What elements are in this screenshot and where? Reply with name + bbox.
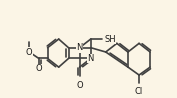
Text: O: O [76, 81, 83, 90]
Text: N: N [87, 54, 94, 63]
Text: Cl: Cl [135, 87, 143, 96]
Text: N: N [76, 43, 83, 52]
Text: SH: SH [104, 35, 116, 44]
Text: O: O [26, 48, 33, 57]
Text: O: O [36, 64, 42, 73]
